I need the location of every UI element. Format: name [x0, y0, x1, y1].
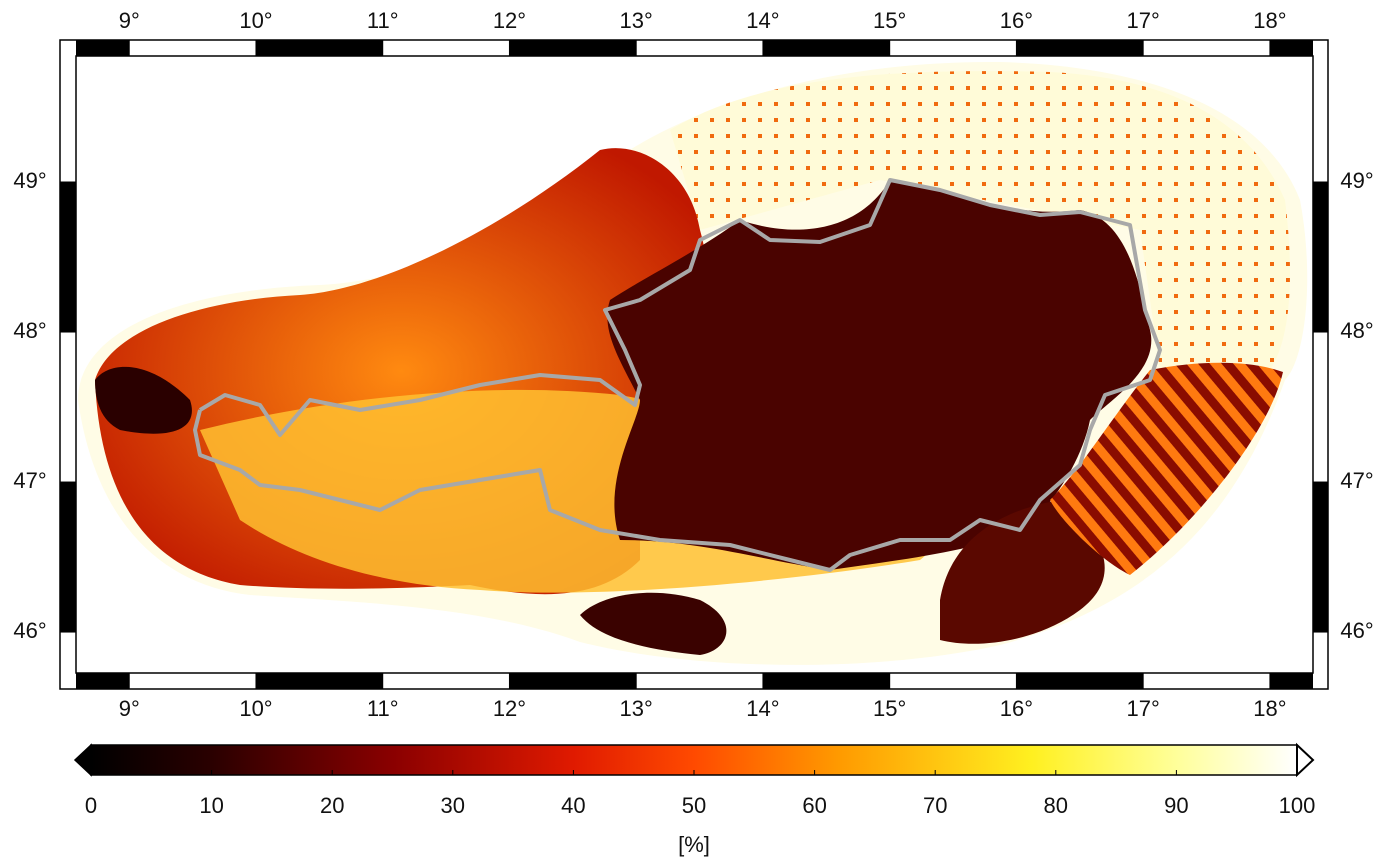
frame-bar-segment: [1270, 673, 1313, 689]
y-tick-label: 49°: [1340, 168, 1373, 193]
colorbar-tick-label: 70: [923, 793, 947, 818]
x-tick-label: 10°: [239, 8, 272, 33]
y-tick-label: 49°: [13, 168, 46, 193]
x-tick-label: 16°: [1000, 8, 1033, 33]
frame-bar-segment: [1016, 40, 1143, 56]
x-tick-label: 16°: [1000, 696, 1033, 721]
frame-bar-segment: [1313, 482, 1328, 632]
frame-bar-segment: [60, 482, 76, 632]
x-tick-label: 11°: [367, 8, 399, 33]
y-tick-label: 46°: [1340, 618, 1373, 643]
frame-bar-segment: [1313, 182, 1328, 332]
colorbar-tick-label: 50: [682, 793, 706, 818]
frame-bar-segment: [509, 673, 636, 689]
x-tick-label: 12°: [493, 8, 526, 33]
frame-bar-segment: [256, 40, 383, 56]
colorbar: [%] 0 10 20 30 40 50 60 70 80 90 100: [75, 745, 1315, 857]
colorbar-tick-label: 40: [561, 793, 585, 818]
x-tick-label: 9°: [119, 8, 140, 33]
y-tick-label: 46°: [13, 618, 46, 643]
y-tick-label: 48°: [1340, 318, 1373, 343]
map-raster: [78, 62, 1307, 665]
x-tick-label: 13°: [620, 8, 653, 33]
y-tick-label: 47°: [13, 468, 46, 493]
frame-bar-segment: [76, 40, 129, 56]
x-tick-label: 10°: [239, 696, 272, 721]
frame-bar-segment: [763, 673, 890, 689]
x-tick-label: 15°: [873, 696, 906, 721]
frame-bar-segment: [256, 673, 383, 689]
x-tick-label: 14°: [746, 8, 779, 33]
colorbar-label: [%]: [678, 832, 710, 857]
x-tick-label: 18°: [1253, 696, 1286, 721]
colorbar-under-arrow: [75, 745, 91, 775]
frame-bar-segment: [509, 40, 636, 56]
x-tick-label: 18°: [1253, 8, 1286, 33]
colorbar-tick-label: 30: [441, 793, 465, 818]
x-tick-label: 13°: [620, 696, 653, 721]
y-tick-label: 47°: [1340, 468, 1373, 493]
colorbar-tick-label: 60: [802, 793, 826, 818]
colorbar-tick-label: 20: [320, 793, 344, 818]
x-tick-label: 17°: [1127, 696, 1160, 721]
colorbar-tick-label: 10: [199, 793, 223, 818]
figure: [%] 0 10 20 30 40 50 60 70 80 90 100 9° 9° 10° 10° 11°…: [0, 0, 1379, 860]
x-tick-label: 11°: [367, 696, 399, 721]
y-tick-label: 48°: [13, 318, 46, 343]
frame-bar-segment: [1016, 673, 1143, 689]
frame-bar-segment: [76, 673, 129, 689]
colorbar-tick-label: 90: [1164, 793, 1188, 818]
colorbar-tick-label: 0: [85, 793, 97, 818]
page: [%] 0 10 20 30 40 50 60 70 80 90 100 9° 9° 10° 10° 11°…: [0, 0, 1379, 860]
frame-bar-segment: [60, 182, 76, 332]
frame-bar-segment: [763, 40, 890, 56]
x-tick-label: 12°: [493, 696, 526, 721]
x-tick-label: 17°: [1127, 8, 1160, 33]
x-tick-label: 9°: [119, 696, 140, 721]
x-tick-label: 14°: [746, 696, 779, 721]
frame-bar-segment: [1270, 40, 1313, 56]
colorbar-tick-label: 100: [1279, 793, 1316, 818]
colorbar-tick-label: 80: [1044, 793, 1068, 818]
x-tick-label: 15°: [873, 8, 906, 33]
colorbar-over-arrow: [1297, 745, 1313, 775]
